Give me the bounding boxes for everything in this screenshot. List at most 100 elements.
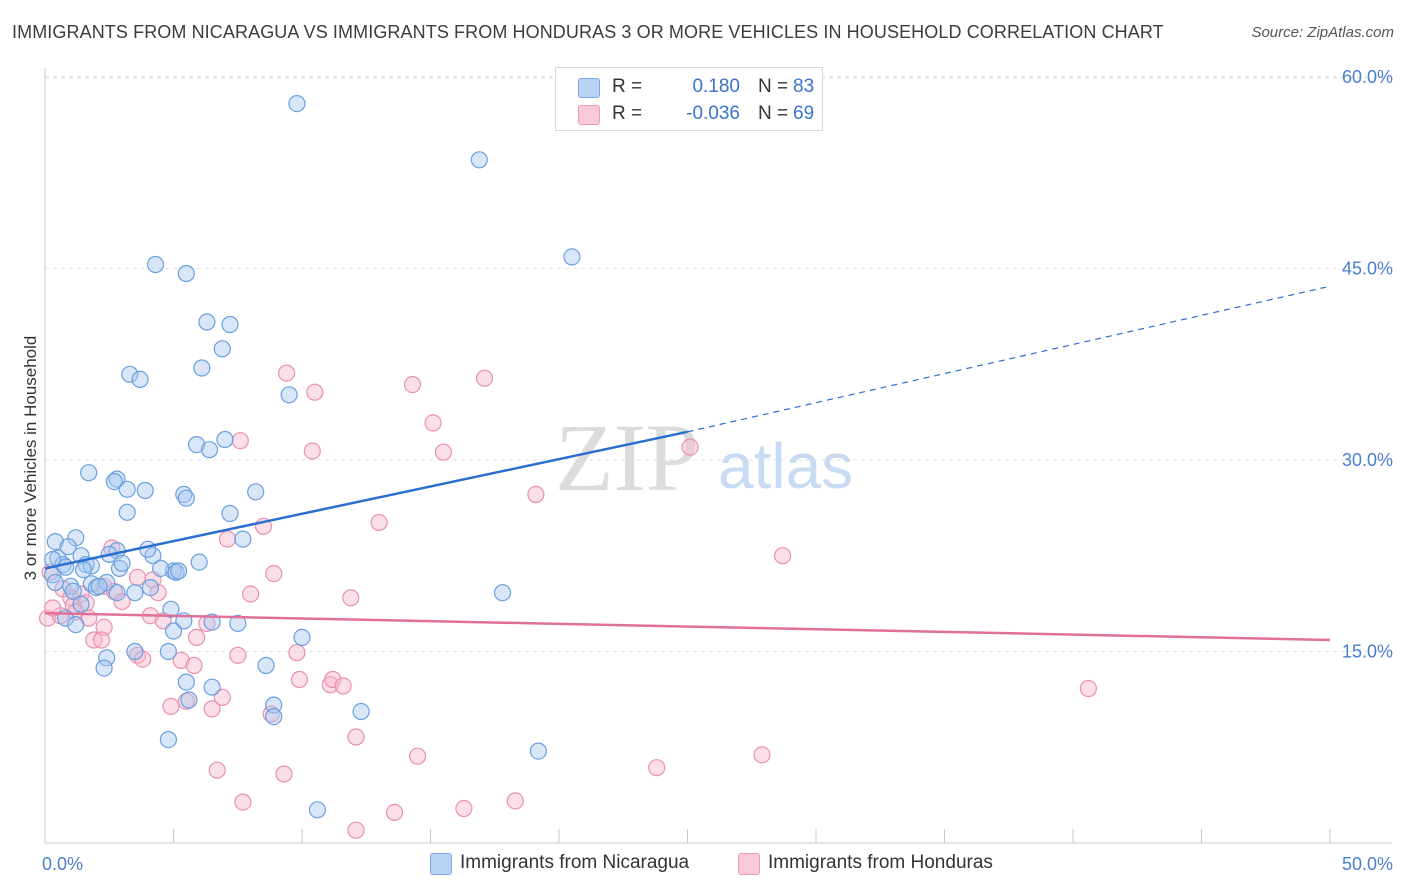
nicaragua-point bbox=[177, 489, 195, 507]
nicaragua-point bbox=[247, 483, 265, 501]
nicaragua-point bbox=[159, 730, 177, 749]
honduras-point bbox=[306, 383, 324, 401]
nicaragua-point bbox=[280, 386, 298, 404]
honduras-point bbox=[290, 670, 308, 689]
nicaragua-swatch bbox=[578, 78, 600, 98]
y-axis-label: 3 or more Vehicles in Household bbox=[21, 336, 40, 581]
y-tick-label: 15.0% bbox=[1342, 641, 1393, 661]
nicaragua-point bbox=[162, 600, 180, 618]
gridlines bbox=[45, 76, 1392, 652]
nicaragua-point bbox=[46, 573, 64, 592]
y-tick-label: 60.0% bbox=[1342, 67, 1393, 87]
honduras-point bbox=[342, 589, 360, 607]
nicaragua-point bbox=[529, 742, 548, 760]
honduras-point bbox=[231, 432, 249, 450]
tick-labels: 15.0% 30.0% 45.0% 60.0% 0.0% 50.0% bbox=[42, 67, 1393, 874]
honduras-point bbox=[128, 568, 147, 587]
legend-label: Immigrants from Honduras bbox=[768, 852, 993, 873]
honduras-point bbox=[424, 414, 442, 432]
honduras-point bbox=[403, 376, 422, 394]
nicaragua-point bbox=[121, 365, 139, 383]
legend-n-label: N = bbox=[758, 103, 789, 124]
honduras-point bbox=[275, 765, 293, 783]
legend-label: Immigrants from Nicaragua bbox=[460, 852, 690, 873]
nicaragua-point bbox=[159, 642, 177, 661]
nicaragua-point bbox=[470, 151, 488, 169]
nicaragua-point bbox=[95, 659, 113, 677]
honduras-point bbox=[229, 646, 247, 664]
nicaragua-point bbox=[177, 673, 195, 691]
nicaragua-point bbox=[146, 255, 165, 274]
honduras-point bbox=[303, 442, 321, 460]
honduras-point bbox=[475, 369, 494, 387]
nicaragua-point bbox=[216, 430, 234, 449]
nicaragua-point bbox=[64, 582, 82, 601]
honduras-point bbox=[172, 651, 190, 670]
nicaragua-point bbox=[257, 656, 275, 675]
nicaragua-point bbox=[213, 340, 231, 358]
nicaragua-point bbox=[234, 530, 252, 548]
nicaragua-point bbox=[200, 441, 219, 459]
nicaragua-point bbox=[139, 540, 157, 558]
nicaragua-point bbox=[105, 473, 124, 491]
nicaragua-point bbox=[118, 480, 136, 498]
nicaragua-point bbox=[293, 628, 311, 647]
nicaragua-point bbox=[170, 562, 188, 580]
honduras-point bbox=[203, 700, 221, 718]
honduras-point bbox=[681, 438, 699, 456]
trendline-honduras bbox=[44, 611, 1331, 642]
honduras-point bbox=[185, 656, 203, 675]
legend-r-value: -0.036 bbox=[686, 103, 740, 124]
honduras-point bbox=[234, 793, 252, 811]
nicaragua-point bbox=[98, 649, 116, 667]
nicaragua-point bbox=[221, 504, 239, 523]
nicaragua-point bbox=[164, 622, 183, 640]
nicaragua-point bbox=[352, 702, 370, 721]
nicaragua-point bbox=[152, 559, 170, 578]
watermark-atlas: atlas bbox=[718, 430, 853, 502]
honduras-swatch bbox=[738, 853, 760, 875]
legend-n-value: 83 bbox=[793, 76, 815, 97]
legend-r-label: R = bbox=[612, 76, 643, 97]
nicaragua-point bbox=[46, 532, 64, 551]
nicaragua-point bbox=[190, 553, 208, 571]
honduras-point bbox=[385, 803, 404, 822]
x-tick-label: 0.0% bbox=[42, 854, 83, 874]
honduras-point bbox=[265, 564, 283, 583]
trendline-nicaragua bbox=[44, 430, 688, 570]
nicaragua-point bbox=[180, 691, 198, 709]
honduras-point bbox=[434, 443, 452, 461]
honduras-point bbox=[218, 530, 237, 548]
nicaragua-point bbox=[67, 615, 85, 634]
series-nicaragua-points bbox=[44, 94, 581, 819]
nicaragua-point bbox=[563, 248, 581, 266]
nicaragua-point bbox=[221, 315, 239, 334]
legend-r-value: 0.180 bbox=[692, 76, 740, 97]
nicaragua-point bbox=[74, 561, 93, 579]
nicaragua-point bbox=[131, 370, 149, 388]
y-tick-label: 30.0% bbox=[1342, 450, 1393, 470]
nicaragua-point bbox=[141, 578, 159, 597]
honduras-point bbox=[648, 759, 666, 777]
nicaragua-point bbox=[90, 577, 108, 595]
watermark: ZIP atlas bbox=[555, 404, 853, 511]
nicaragua-point bbox=[188, 436, 206, 454]
legend-n-label: N = bbox=[758, 76, 789, 97]
honduras-point bbox=[213, 688, 231, 707]
nicaragua-point bbox=[308, 801, 326, 819]
nicaragua-point bbox=[198, 313, 216, 331]
honduras-point bbox=[347, 728, 365, 746]
watermark-zip: ZIP bbox=[555, 404, 699, 511]
y-tick-label: 45.0% bbox=[1342, 258, 1393, 278]
nicaragua-point bbox=[108, 470, 126, 488]
nicaragua-point bbox=[203, 678, 221, 696]
nicaragua-point bbox=[126, 584, 144, 602]
honduras-point bbox=[92, 631, 111, 649]
nicaragua-point bbox=[288, 94, 306, 113]
honduras-point bbox=[334, 677, 352, 695]
honduras-point bbox=[409, 747, 427, 765]
honduras-point bbox=[370, 513, 388, 532]
honduras-point bbox=[506, 792, 524, 810]
honduras-point bbox=[527, 485, 545, 503]
